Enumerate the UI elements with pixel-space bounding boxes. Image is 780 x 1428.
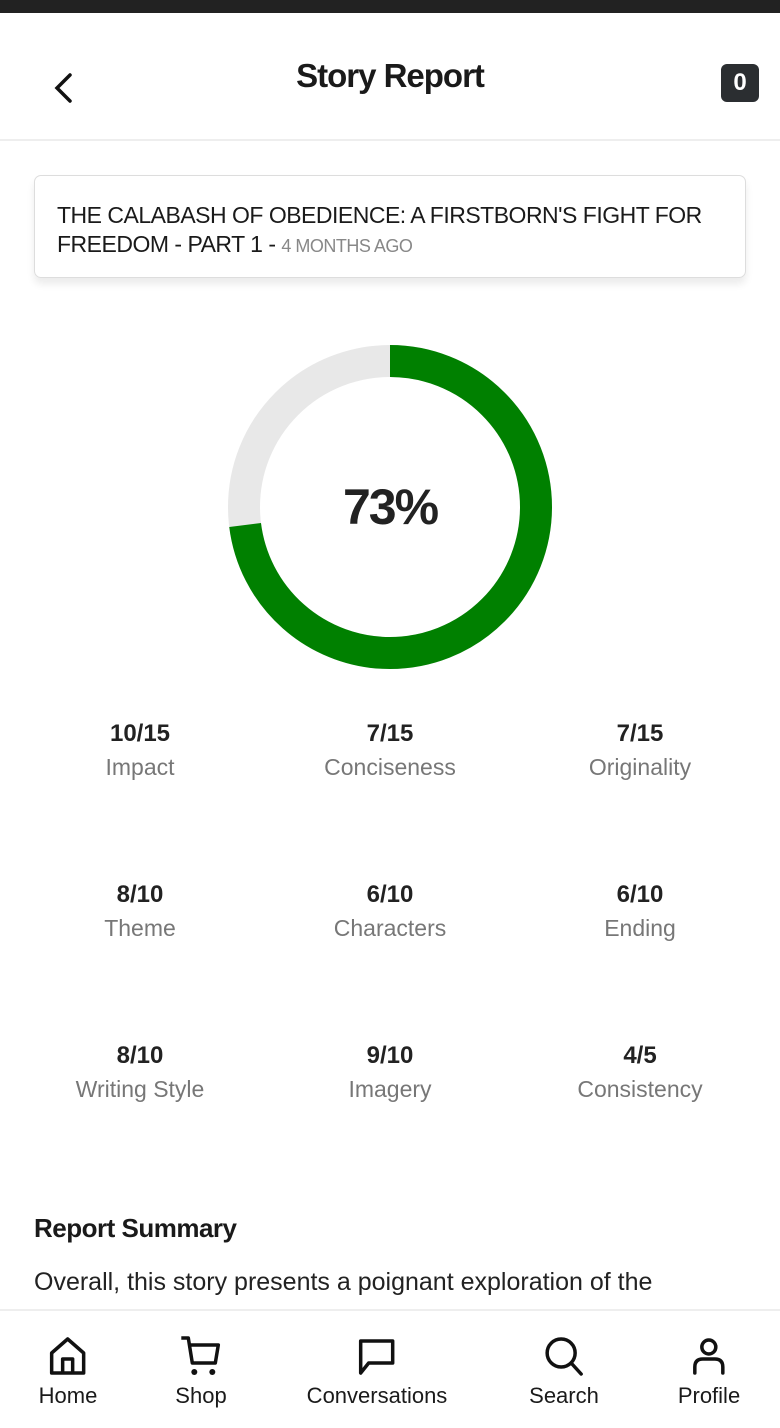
story-card[interactable]: THE CALABASH OF OBEDIENCE: A FIRSTBORN'S…: [34, 175, 746, 278]
metric-label: Characters: [333, 915, 447, 941]
page-title: Story Report: [296, 57, 485, 94]
metric-conciseness: 7/15 Conciseness: [265, 720, 515, 781]
metric-value: 7/15: [366, 720, 414, 747]
metric-value: 6/10: [366, 881, 414, 908]
back-button[interactable]: [50, 68, 86, 108]
metric-label: Conciseness: [324, 754, 456, 780]
metric-label: Originality: [588, 754, 692, 780]
summary-text: Overall, this story presents a poignant …: [34, 1268, 653, 1296]
nav-search[interactable]: Search: [529, 1335, 599, 1409]
metrics-grid: 10/15 Impact 7/15 Conciseness 7/15 Original…: [15, 720, 765, 1103]
metric-label: Ending: [604, 915, 676, 941]
metric-value: 6/10: [616, 881, 664, 908]
metric-label: Imagery: [348, 1076, 432, 1102]
home-icon: [50, 1337, 86, 1375]
metric-value: 10/15: [109, 720, 171, 747]
metric-value: 9/10: [366, 1042, 414, 1069]
summary-heading: Report Summary: [34, 1213, 237, 1243]
nav-label: Profile: [677, 1383, 741, 1408]
nav-conversations[interactable]: Conversations: [306, 1335, 448, 1409]
metric-label: Impact: [105, 754, 175, 780]
nav-label: Home: [38, 1383, 98, 1408]
metric-consistency: 4/5 Consistency: [515, 1042, 765, 1103]
metric-value: 8/10: [116, 1042, 164, 1069]
metric-label: Consistency: [577, 1076, 703, 1102]
story-time: 4 MONTHS AGO: [281, 236, 413, 256]
metric-writing-style: 8/10 Writing Style: [15, 1042, 265, 1103]
nav-home[interactable]: Home: [38, 1335, 98, 1409]
metric-theme: 8/10 Theme: [15, 881, 265, 942]
metric-value: 7/15: [616, 720, 664, 747]
chevron-left-icon: [54, 73, 72, 103]
nav-label: Conversations: [306, 1383, 448, 1408]
metric-characters: 6/10 Characters: [265, 881, 515, 942]
nav-label: Search: [529, 1383, 599, 1408]
donut-fill: [228, 345, 552, 669]
header: Story Report 0: [0, 13, 780, 141]
story-title: THE CALABASH OF OBEDIENCE: A FIRSTBORN'S…: [57, 202, 702, 257]
cart-icon: [180, 1336, 220, 1375]
metric-label: Writing Style: [75, 1076, 205, 1102]
nav-shop[interactable]: Shop: [175, 1335, 227, 1409]
status-bar: [0, 0, 780, 13]
metric-value: 8/10: [116, 881, 164, 908]
nav-profile[interactable]: Profile: [678, 1335, 740, 1409]
bottom-nav: Home Shop Conversations Search Profile: [0, 1309, 780, 1428]
score-donut: [228, 345, 552, 669]
metric-ending: 6/10 Ending: [515, 881, 765, 942]
count-badge[interactable]: 0: [721, 64, 759, 102]
score-percent: 73%: [342, 479, 439, 535]
metric-label: Theme: [104, 915, 176, 941]
metric-impact: 10/15 Impact: [15, 720, 265, 781]
metric-imagery: 9/10 Imagery: [265, 1042, 515, 1103]
nav-label: Shop: [175, 1383, 227, 1408]
chat-icon: [359, 1339, 395, 1375]
search-icon: [545, 1337, 583, 1376]
metric-originality: 7/15 Originality: [515, 720, 765, 781]
separator: -: [262, 231, 282, 257]
profile-icon: [693, 1338, 725, 1375]
metric-value: 4/5: [623, 1042, 657, 1069]
